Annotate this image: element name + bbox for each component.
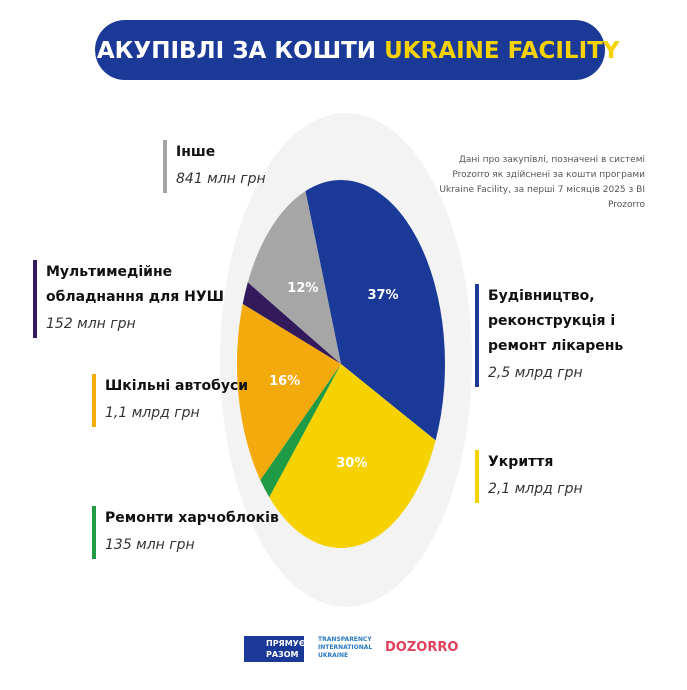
pie-slice bbox=[247, 191, 341, 364]
slice-label: 16% bbox=[269, 374, 300, 389]
chart-title: ЗАКУПІВЛІ ЗА КОШТИ UKRAINE FACILITY bbox=[81, 38, 620, 64]
legend-amount: 2,5 млрд грн bbox=[488, 365, 583, 381]
title-highlight: UKRAINE FACILITY bbox=[384, 38, 620, 64]
note: Дані про закупівлі, позначені в системі … bbox=[439, 155, 645, 210]
legend-amount: 841 млн грн bbox=[176, 171, 266, 187]
legend-entry: Інше 841 млн грн bbox=[163, 140, 296, 193]
logo-text: DOZORRO bbox=[385, 640, 459, 655]
legend-label: Будівництво, реконструкція і ремонт ліка… bbox=[488, 288, 624, 354]
slice-label: 30% bbox=[336, 456, 367, 471]
legend-label: Інше bbox=[176, 144, 216, 160]
slice-label: 12% bbox=[287, 281, 318, 296]
logo-text: TRANSPARENCY INTERNATIONAL UKRAINE bbox=[318, 636, 373, 659]
legend-amount: 2,1 млрд грн bbox=[488, 481, 583, 497]
legend-label: Ремонти харчоблоків bbox=[105, 510, 279, 526]
title-text: ЗАКУПІВЛІ ЗА КОШТИ bbox=[81, 38, 377, 64]
legend-entry: Ремонти харчоблоків 135 млн грн bbox=[92, 506, 305, 559]
legend-entry: Мультимедійне обладнання для НУШ 152 млн … bbox=[33, 260, 231, 338]
pie-slice bbox=[260, 364, 341, 498]
eu-flag bbox=[244, 636, 304, 662]
pie-slice bbox=[305, 180, 445, 441]
title-banner bbox=[95, 20, 605, 80]
pie: 37% 30% 16% 12% bbox=[236, 180, 445, 548]
legend-amount: 152 млн грн bbox=[46, 316, 136, 332]
pie-slice bbox=[242, 282, 341, 364]
legend-label: Шкільні автобуси bbox=[105, 378, 249, 394]
logo-text: ПРЯМУЄМО РАЗОМ bbox=[266, 639, 320, 659]
legend-entry: Шкільні автобуси 1,1 млрд грн bbox=[92, 374, 255, 427]
slice-label: 37% bbox=[367, 288, 398, 303]
pie-slice bbox=[236, 303, 341, 481]
legend-amount: 1,1 млрд грн bbox=[105, 405, 200, 421]
legend-entry: Будівництво, реконструкція і ремонт ліка… bbox=[475, 284, 678, 387]
legend-label: Мультимедійне обладнання для НУШ bbox=[46, 264, 224, 305]
legend-amount: 135 млн грн bbox=[105, 537, 195, 553]
pie-slice bbox=[269, 364, 436, 548]
legend-entry: Укриття 2,1 млрд грн bbox=[475, 450, 638, 503]
legend-label: Укриття bbox=[488, 454, 554, 470]
